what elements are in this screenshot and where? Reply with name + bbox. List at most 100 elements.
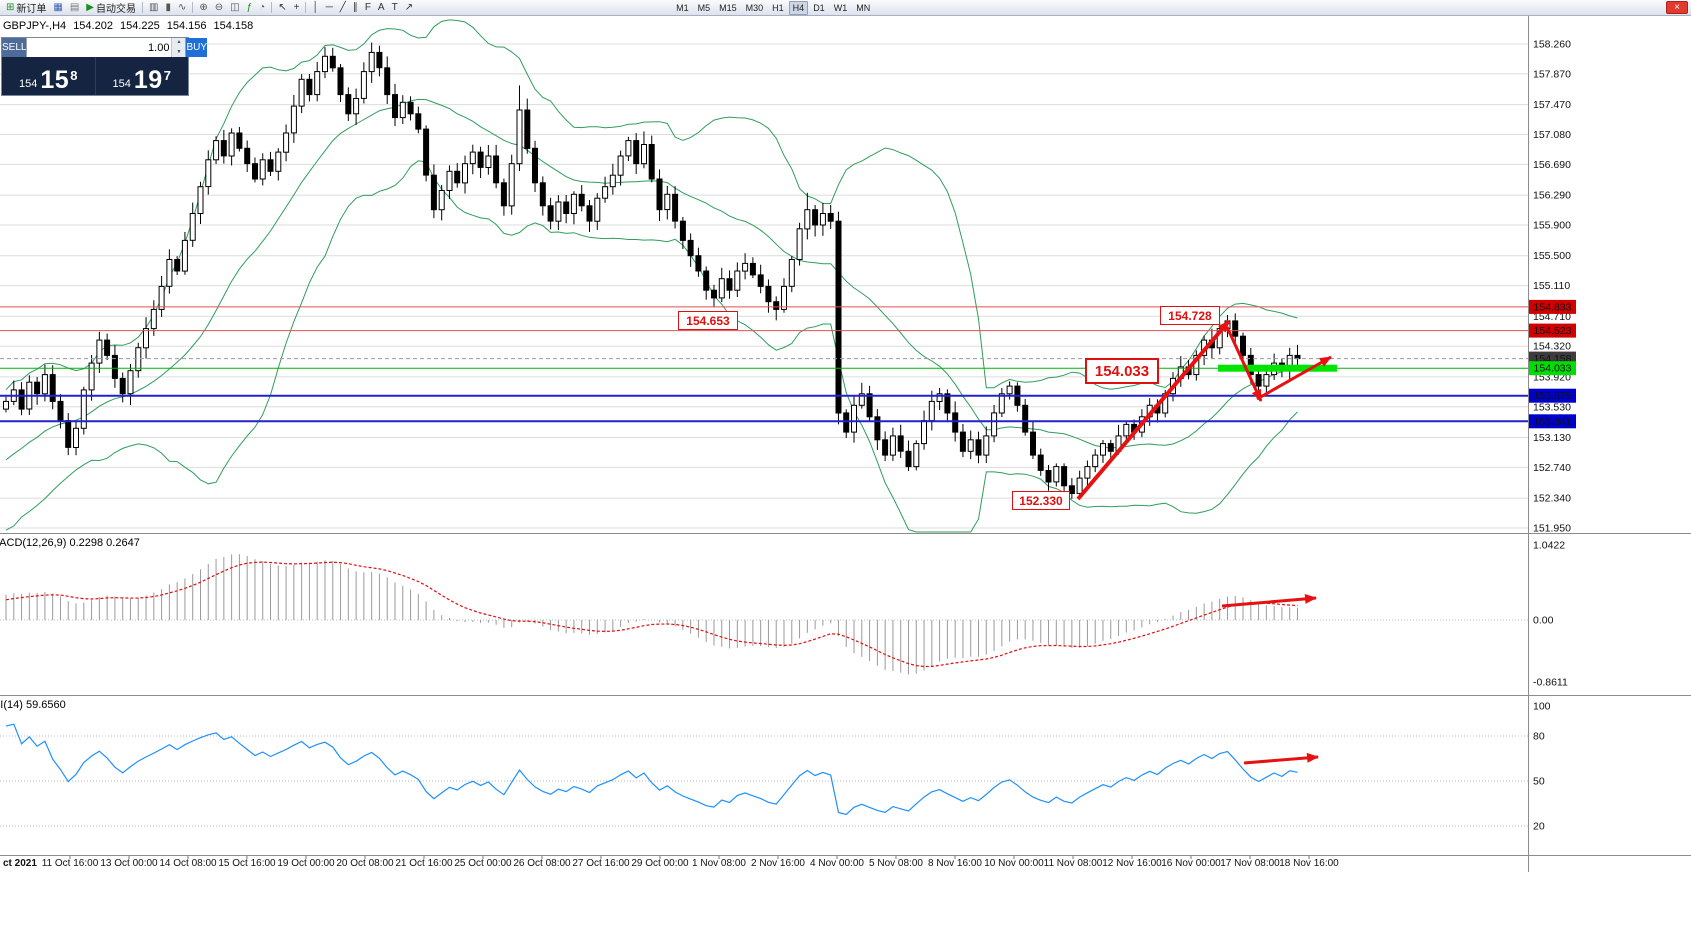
candle-body bbox=[88, 362, 95, 391]
crosshair-button[interactable]: + bbox=[291, 1, 303, 14]
tile-windows-button[interactable]: ◫ bbox=[227, 1, 242, 14]
timeframe-h1-button[interactable]: H1 bbox=[772, 2, 784, 13]
candle-body bbox=[524, 109, 531, 149]
candle-body bbox=[73, 427, 79, 448]
candle-body bbox=[314, 71, 321, 96]
ask-price-panel[interactable]: 154 19 7 bbox=[94, 57, 189, 95]
new-order-icon: ⊞ bbox=[6, 2, 15, 13]
candle-body bbox=[952, 412, 959, 433]
indicators-button[interactable]: ƒ bbox=[244, 1, 256, 14]
spinner-down-icon[interactable]: ▼ bbox=[172, 47, 186, 57]
line-chart-mode-button[interactable]: ∿ bbox=[175, 1, 189, 14]
time-axis-labels[interactable]: ct 2021 11 Oct 16:00 13 Oct 00:00 14 Oct 08… bbox=[3, 856, 1339, 869]
sell-button[interactable]: SELL bbox=[2, 38, 27, 57]
timeframe-toolbar: M1 M5 M15 M30 H1 H4 D1 W1 MN bbox=[672, 0, 874, 15]
panel-divider-macd-rsi[interactable] bbox=[0, 695, 1691, 696]
trend-arrow[interactable] bbox=[1221, 593, 1317, 608]
horizontal-line-button[interactable]: ─ bbox=[323, 1, 336, 14]
bid-price-panel[interactable]: 154 15 8 bbox=[2, 57, 95, 95]
candle-body bbox=[462, 163, 468, 184]
svg-text:158.260: 158.260 bbox=[1533, 39, 1571, 51]
svg-text:4 Nov 00:00: 4 Nov 00:00 bbox=[810, 858, 864, 869]
spinner-up-icon[interactable]: ▲ bbox=[172, 38, 186, 48]
fibonacci-button[interactable]: F bbox=[362, 1, 374, 14]
trend-arrow[interactable] bbox=[1243, 752, 1319, 765]
indicators-icon: ƒ bbox=[246, 2, 253, 13]
candle-body bbox=[1068, 485, 1075, 494]
candle-body bbox=[252, 163, 258, 180]
timeframe-m1-button[interactable]: M1 bbox=[676, 2, 689, 13]
trend-arrow[interactable] bbox=[1256, 355, 1332, 401]
candle-body bbox=[166, 259, 173, 287]
horizontal-line-icon: ─ bbox=[325, 2, 333, 13]
arrows-button[interactable]: ↗ bbox=[402, 1, 416, 14]
candle-body bbox=[283, 132, 290, 153]
candle-body bbox=[337, 67, 344, 96]
bar-chart-mode-button[interactable]: ▥ bbox=[146, 1, 161, 14]
close-button[interactable]: × bbox=[1666, 1, 1688, 14]
candle-body bbox=[477, 151, 484, 168]
vertical-line-button[interactable]: │ bbox=[309, 1, 321, 14]
profiles-button[interactable]: ▤ bbox=[67, 1, 82, 14]
candle-body bbox=[858, 393, 865, 406]
timeframe-m30-button[interactable]: M30 bbox=[745, 2, 764, 13]
candle-body bbox=[594, 197, 601, 222]
timeframe-h4-button[interactable]: H4 bbox=[788, 0, 809, 15]
buy-button[interactable]: BUY bbox=[186, 38, 208, 57]
panel-divider-main-macd[interactable] bbox=[0, 533, 1691, 534]
profiles-icon: ▤ bbox=[69, 2, 80, 13]
cursor-button[interactable]: ↖ bbox=[275, 1, 289, 14]
timeframe-mn-button[interactable]: MN bbox=[856, 2, 871, 13]
trend-arrow[interactable] bbox=[1076, 319, 1231, 501]
timeframe-m5-button[interactable]: M5 bbox=[697, 2, 711, 13]
text-icon: A bbox=[377, 2, 385, 13]
trendline-button[interactable]: ╱ bbox=[337, 1, 349, 14]
candle-body bbox=[150, 308, 157, 330]
timeframe-m15-button[interactable]: M15 bbox=[719, 2, 737, 13]
autotrading-button-label: 自动交易 bbox=[96, 4, 136, 15]
periods-button[interactable]: ◔ bbox=[256, 1, 268, 14]
trend-arrow[interactable] bbox=[1225, 326, 1263, 402]
svg-text:154.320: 154.320 bbox=[1533, 341, 1571, 353]
candlestick-mode-button[interactable]: ▮ bbox=[162, 1, 174, 14]
svg-text:12 Nov 16:00: 12 Nov 16:00 bbox=[1102, 858, 1162, 869]
volume-spinner[interactable]: ▲ ▼ bbox=[171, 38, 186, 57]
candle-body bbox=[236, 132, 243, 149]
channel-button[interactable]: ∥ bbox=[350, 1, 361, 14]
candle-body bbox=[819, 213, 826, 226]
support-zone[interactable] bbox=[1218, 364, 1337, 372]
candle-body bbox=[119, 377, 126, 395]
chart-window-button[interactable]: ▦ bbox=[50, 1, 65, 14]
macd-signal-line bbox=[5, 561, 1298, 668]
candle-body bbox=[469, 151, 476, 165]
horizontal-level-lines[interactable] bbox=[0, 306, 1528, 423]
timeframe-w1-button[interactable]: W1 bbox=[833, 2, 848, 13]
candle-body bbox=[197, 186, 204, 214]
candle-body bbox=[174, 259, 181, 272]
price-annotation-label: 152.330 bbox=[1012, 491, 1070, 510]
candle-body bbox=[34, 381, 41, 395]
candle-body bbox=[913, 443, 920, 468]
price-axis-tags[interactable]: 154.833154.523154.158154.033153.675153.3… bbox=[1529, 299, 1576, 429]
ask-pip-digit: 7 bbox=[163, 68, 171, 83]
candle-body bbox=[928, 400, 935, 422]
autotrading-button[interactable]: ▶ 自动交易 bbox=[83, 1, 139, 15]
price-axis-separator[interactable] bbox=[1528, 16, 1529, 872]
panel-divider-rsi-timeaxis[interactable] bbox=[0, 855, 1691, 856]
timeframe-d1-button[interactable]: D1 bbox=[813, 2, 825, 13]
label-button[interactable]: T bbox=[389, 1, 401, 14]
trend-arrows[interactable] bbox=[1076, 319, 1332, 765]
volume-input[interactable] bbox=[27, 38, 172, 57]
zoom-in-button[interactable]: ⊕ bbox=[196, 1, 210, 14]
new-order-button[interactable]: ⊞ 新订单 bbox=[3, 1, 49, 15]
candle-body bbox=[205, 159, 212, 188]
candle-body bbox=[244, 147, 251, 165]
zoom-out-button[interactable]: ⊖ bbox=[212, 1, 226, 14]
candle-body bbox=[921, 420, 927, 445]
fibonacci-icon: F bbox=[364, 2, 371, 13]
text-button[interactable]: A bbox=[375, 1, 388, 14]
price-axis-labels[interactable]: 158.260 157.870 157.470 157.080 156.690 156.2… bbox=[1533, 39, 1571, 535]
candle-body bbox=[1100, 443, 1106, 456]
